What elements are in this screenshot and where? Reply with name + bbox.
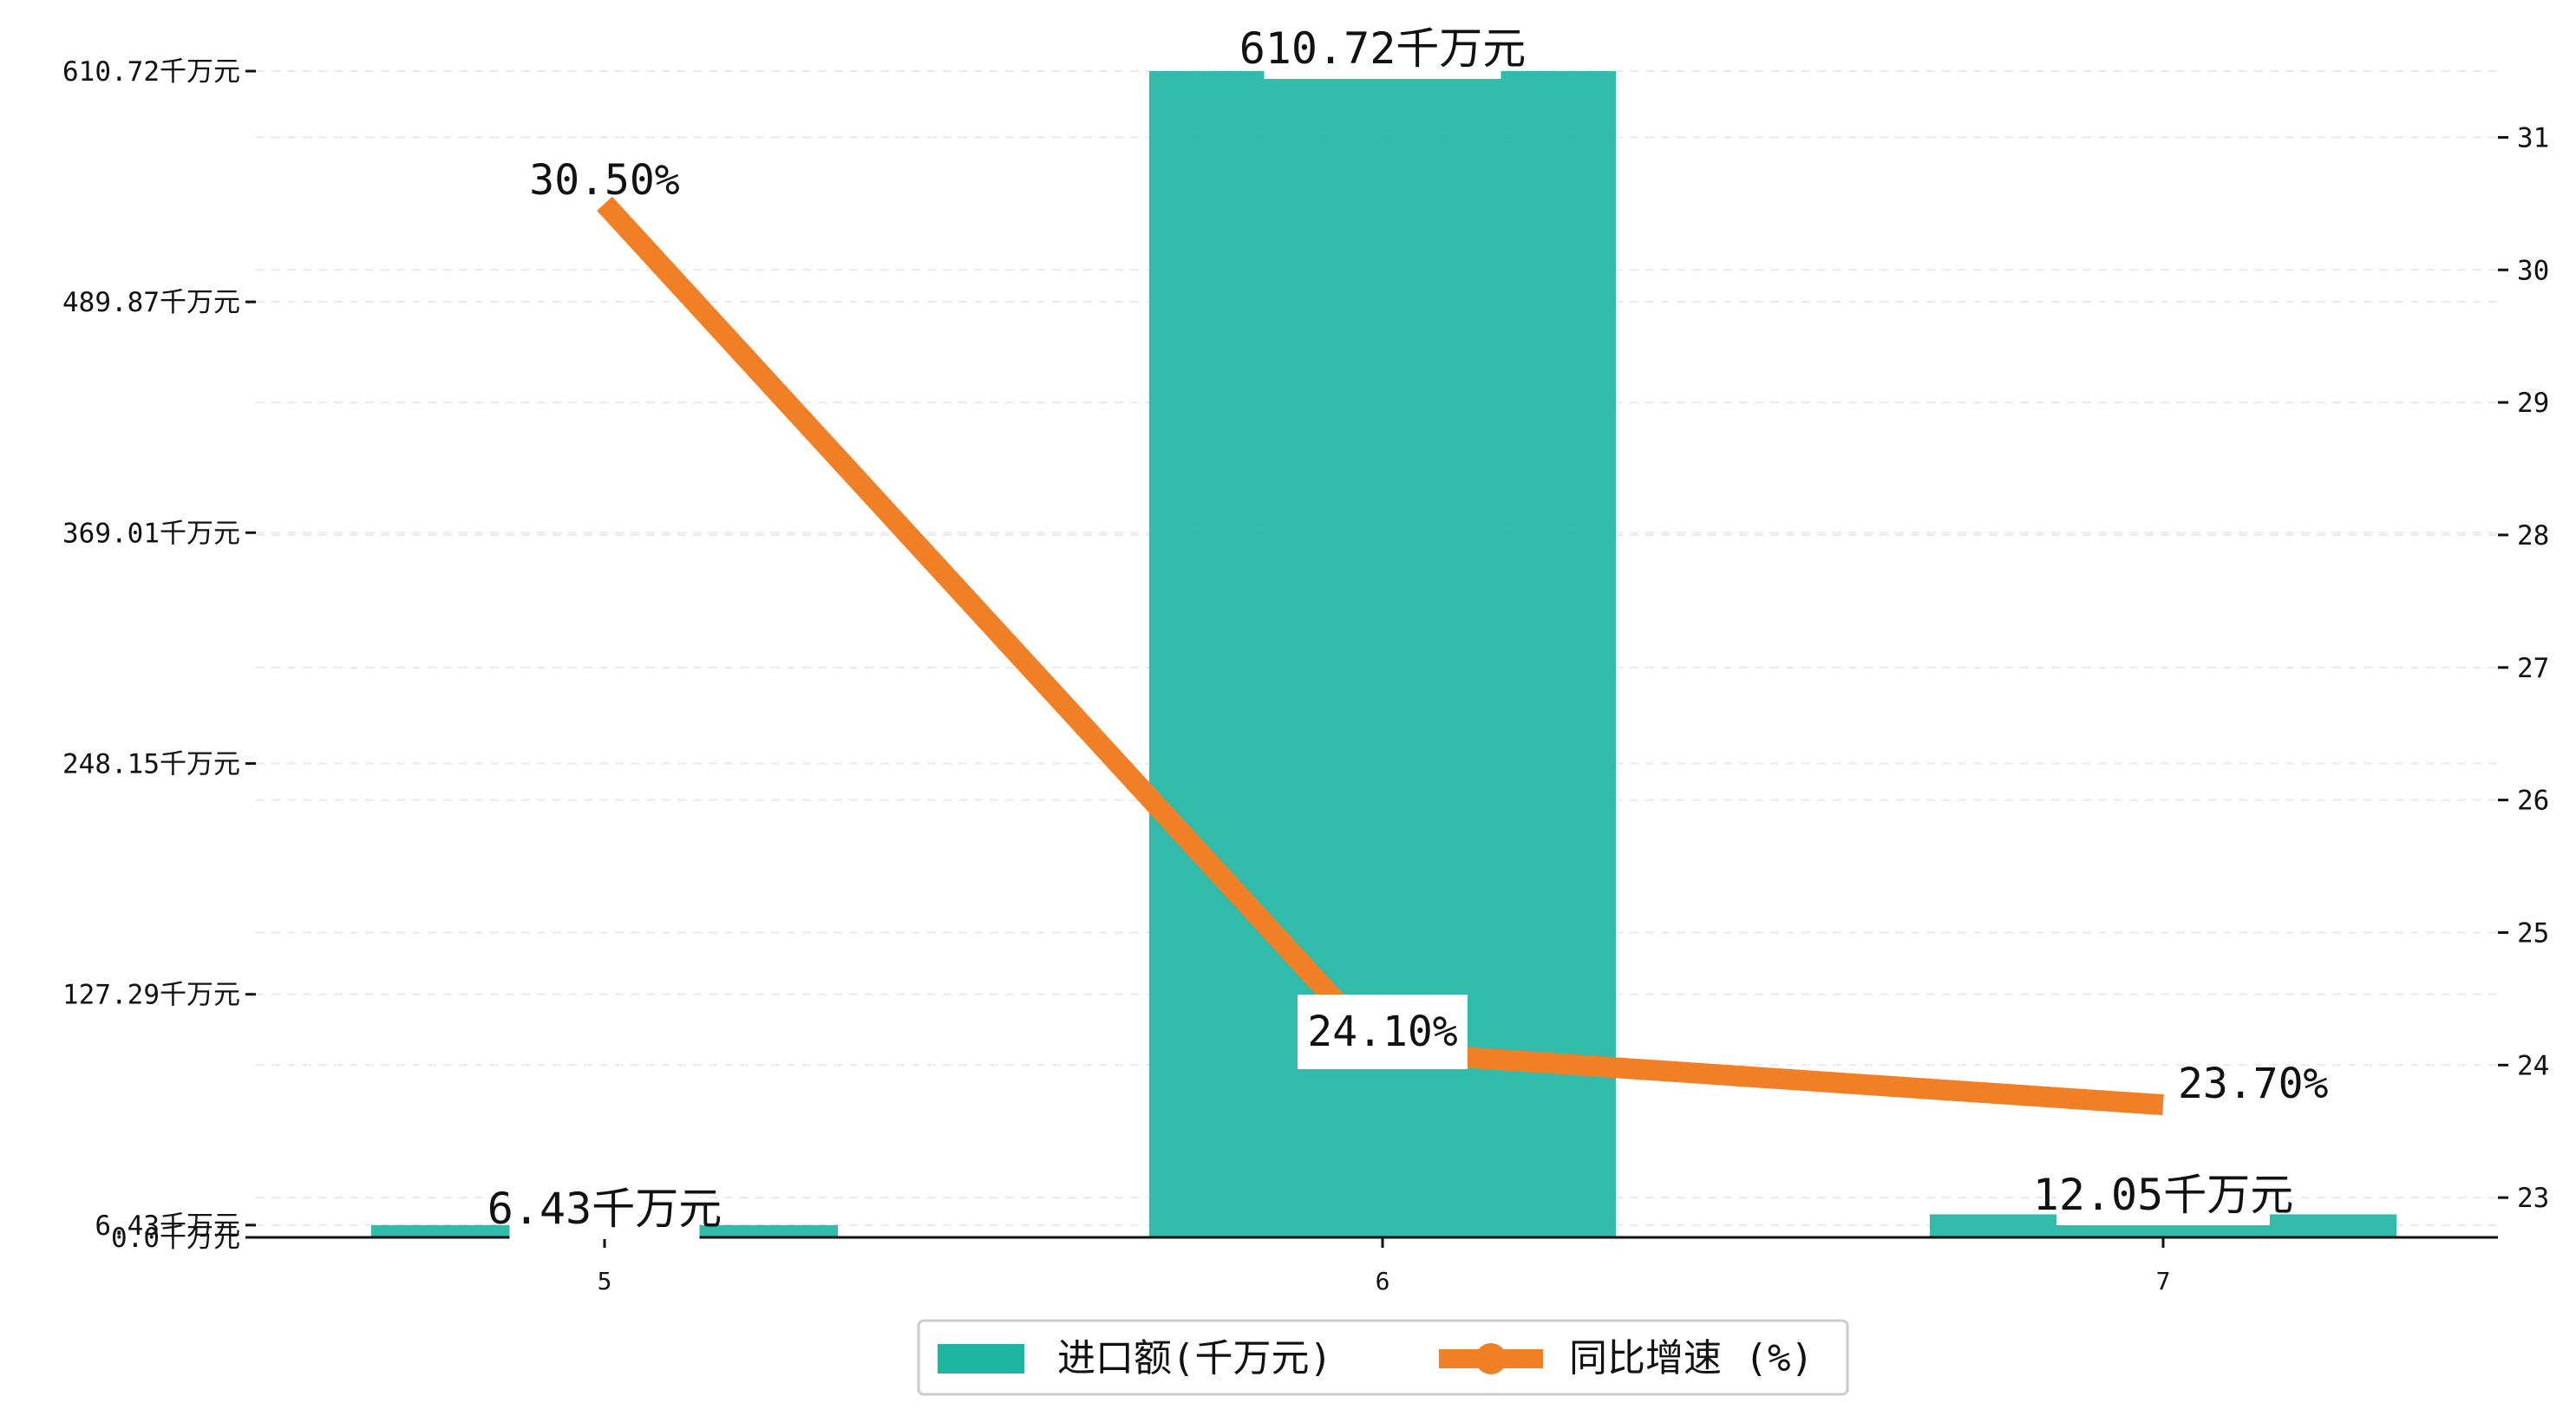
data-labels: 6.43千万元 610.72千万元 12.05千万元 30.50% 24.10% 23.7… bbox=[487, 16, 2328, 1239]
legend-box bbox=[917, 1319, 1849, 1396]
y-right-tick-label: 24 bbox=[2517, 1050, 2549, 1081]
y-right-tick-label: 26 bbox=[2517, 786, 2549, 817]
x-tick-label-6: 6 bbox=[1376, 1267, 1390, 1295]
bar-value-label-7: 12.05千万元 bbox=[2033, 1170, 2294, 1220]
y-right-tick-label: 30 bbox=[2517, 255, 2549, 286]
x-tick-label-7: 7 bbox=[2156, 1267, 2171, 1295]
legend-label-line: 同比增速 (%) bbox=[1569, 1336, 1814, 1380]
legend: 进口额(千万元) 同比增速 (%) bbox=[917, 1319, 1849, 1396]
y-right-tick-label: 25 bbox=[2517, 917, 2549, 949]
y-right-tick-label: 28 bbox=[2517, 520, 2549, 551]
bar-value-label-5: 6.43千万元 bbox=[487, 1184, 722, 1234]
y-left-tick-label: 0.0千万元 bbox=[111, 1223, 240, 1254]
y-right-tick-label: 29 bbox=[2517, 388, 2549, 419]
line-label-bg bbox=[1298, 995, 1468, 1069]
legend-label-bar: 进口额(千万元) bbox=[1057, 1336, 1332, 1380]
legend-swatch-bar bbox=[938, 1344, 1024, 1374]
y-left-tick-label: 369.01千万元 bbox=[62, 518, 240, 549]
line-value-label-6: 24.10% bbox=[1307, 1008, 1457, 1056]
y-left-tick-label: 6.43千万元 bbox=[95, 1210, 240, 1242]
y-left-tick-label: 127.29千万元 bbox=[62, 980, 240, 1011]
y-right-tick-label: 31 bbox=[2517, 122, 2549, 153]
bar-label-bg bbox=[509, 1177, 700, 1239]
y-left-tick-label: 610.72千万元 bbox=[62, 56, 240, 88]
y-right-tick-label: 27 bbox=[2517, 653, 2549, 684]
bar-label-bg bbox=[1264, 16, 1501, 79]
y-right-tick-label: 23 bbox=[2517, 1183, 2549, 1214]
y-left-tick-label: 489.87千万元 bbox=[62, 287, 240, 318]
line-value-label-5: 30.50% bbox=[529, 156, 679, 205]
y-left-tick-label: 248.15千万元 bbox=[62, 748, 240, 780]
x-tick-label-5: 5 bbox=[598, 1267, 612, 1295]
legend-marker-line bbox=[1475, 1343, 1507, 1374]
bar-label-bg bbox=[2056, 1163, 2270, 1225]
line-value-label-7: 23.70% bbox=[2178, 1060, 2328, 1108]
bar-value-label-6: 610.72千万元 bbox=[1239, 23, 1527, 74]
